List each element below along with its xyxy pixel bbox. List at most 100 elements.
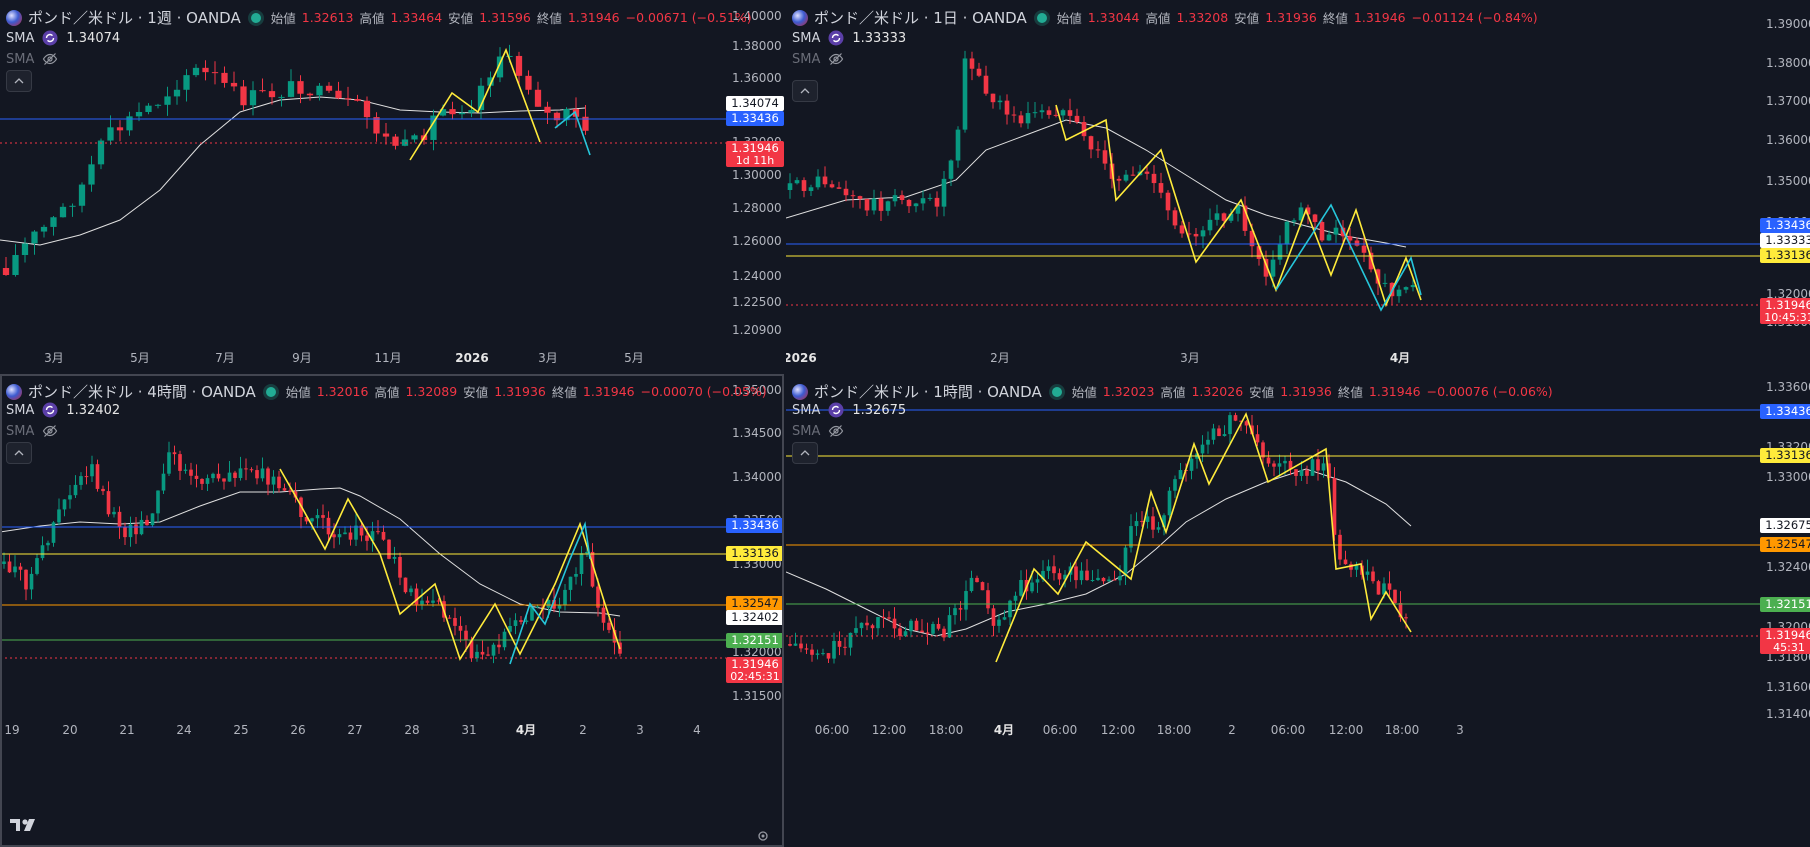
high-value: 1.33208 [1176, 10, 1229, 25]
price-tag [726, 596, 784, 611]
indicator-sma-1[interactable]: SMA 1.33333 [792, 30, 906, 46]
y-axis-tick-label: 1.38000 [1766, 56, 1810, 70]
candle-body [815, 176, 821, 188]
x-axis-tick-label: 2月 [990, 351, 1010, 365]
refresh-circle-icon[interactable] [42, 30, 58, 46]
low-label: 安値 [463, 385, 489, 400]
candle-body [1189, 458, 1194, 471]
x-axis-tick-label: 18:00 [1385, 723, 1420, 737]
candle-body [156, 490, 160, 514]
price-tag-label: 1.31946 [731, 141, 779, 155]
indicator-sma-2[interactable]: SMA [6, 423, 58, 439]
y-axis-tick-label: 1.32400 [1766, 560, 1810, 574]
candle-body [392, 557, 397, 559]
y-axis-tick-label: 1.32000 [732, 645, 782, 659]
price-tag [1760, 448, 1810, 463]
chart-canvas[interactable]: 1.350001.345001.340001.335001.330001.320… [0, 374, 784, 847]
candle-body [1288, 460, 1293, 470]
chart-canvas[interactable]: 1.390001.380001.370001.360001.350001.340… [786, 0, 1810, 372]
refresh-circle-icon[interactable] [42, 402, 58, 418]
candle-body [1179, 225, 1185, 234]
refresh-circle-icon[interactable] [828, 30, 844, 46]
chart-pane-weekly[interactable]: 1.400001.380001.360001.340001.320001.300… [0, 0, 784, 372]
symbol-title[interactable]: ポンド／米ドル · 1日 · OANDA [814, 9, 1027, 27]
market-status-icon [265, 386, 276, 397]
candle-body [557, 605, 562, 609]
candle-body [337, 534, 342, 538]
symbol-title[interactable]: ポンド／米ドル · 1週 · OANDA [28, 9, 241, 27]
candle-body [1063, 574, 1067, 580]
candle-body [1255, 434, 1260, 443]
collapse-indicators-button[interactable] [792, 80, 818, 102]
indicator-sma-2[interactable]: SMA [6, 51, 58, 67]
candle-body [1349, 564, 1353, 570]
collapse-indicators-button[interactable] [792, 442, 818, 464]
indicator-value: 1.32402 [66, 402, 121, 418]
chevron-up-icon [800, 88, 810, 94]
refresh-circle-icon[interactable] [828, 402, 844, 418]
eye-off-icon[interactable] [828, 423, 844, 439]
price-tag [726, 96, 784, 111]
candle-body [1316, 459, 1320, 471]
x-axis-tick-label: 26 [290, 723, 305, 737]
candle-body [1032, 112, 1038, 114]
price-tag-label: 1.33136 [731, 546, 779, 560]
indicator-sma-1[interactable]: SMA 1.32402 [6, 402, 120, 418]
candle-body [1249, 230, 1255, 247]
chart-canvas[interactable]: 1.400001.380001.360001.340001.320001.300… [0, 0, 784, 372]
indicator-sma-1[interactable]: SMA 1.32675 [792, 402, 906, 418]
candle-body [822, 176, 828, 185]
candle-body [1130, 174, 1136, 176]
indicator-name: SMA [792, 423, 821, 439]
close-label: 終値 [551, 385, 577, 400]
price-tag-label: 1.33136 [1765, 248, 1810, 262]
collapse-indicators-button[interactable] [6, 70, 32, 92]
price-tag-label: 1.33436 [731, 518, 779, 532]
candle-body [508, 625, 512, 632]
candle-body [97, 140, 105, 165]
x-axis-tick-label: 25 [233, 723, 248, 737]
price-tag-label: 1.33333 [1765, 233, 1810, 247]
candle-body [865, 622, 869, 626]
chart-canvas[interactable]: 1.336001.332001.330001.324001.320001.318… [786, 374, 1810, 847]
eye-off-icon[interactable] [828, 51, 844, 67]
candle-body [1272, 463, 1276, 467]
eye-off-icon[interactable] [42, 423, 58, 439]
candle-body [1035, 579, 1040, 583]
symbol-title[interactable]: ポンド／米ドル · 1時間 · OANDA [814, 383, 1042, 401]
candle-body [135, 111, 143, 117]
candle-body [1173, 479, 1177, 491]
candle-body [496, 56, 504, 78]
indicator-sma-1[interactable]: SMA 1.34074 [6, 30, 120, 46]
gear-icon[interactable] [756, 829, 770, 843]
candle-body [808, 187, 814, 191]
indicator-sma-2[interactable]: SMA [792, 423, 844, 439]
candle-body [991, 608, 996, 626]
candle-body [947, 615, 952, 638]
zigzag-line [554, 110, 591, 156]
chart-pane-daily[interactable]: 1.390001.380001.370001.360001.350001.340… [786, 0, 1810, 372]
candle-body [238, 468, 243, 478]
y-axis-tick-label: 1.35000 [732, 383, 782, 397]
candle-body [477, 85, 485, 111]
change-value: −0.01124 (−0.84%) [1411, 10, 1538, 25]
indicator-name: SMA [792, 51, 821, 67]
chart-pane-1h[interactable]: 1.336001.332001.330001.324001.320001.318… [786, 374, 1810, 847]
candle-body [1085, 570, 1089, 581]
candle-body [222, 478, 226, 482]
price-tag [1760, 248, 1810, 263]
tradingview-logo-icon[interactable] [10, 817, 40, 833]
candle-body [1074, 566, 1078, 581]
zigzag-line [1055, 104, 1422, 308]
candle-body [50, 217, 57, 227]
eye-off-icon[interactable] [42, 51, 58, 67]
chart-pane-4h[interactable]: 1.350001.345001.340001.335001.330001.320… [0, 374, 784, 847]
collapse-indicators-button[interactable] [6, 442, 32, 464]
candle-body [1002, 617, 1007, 620]
candle-body [821, 653, 825, 655]
candle-body [1404, 617, 1408, 619]
indicator-sma-2[interactable]: SMA [792, 51, 844, 67]
candle-body [216, 473, 221, 479]
candle-body [980, 582, 985, 591]
symbol-title[interactable]: ポンド／米ドル · 4時間 · OANDA [28, 383, 256, 401]
